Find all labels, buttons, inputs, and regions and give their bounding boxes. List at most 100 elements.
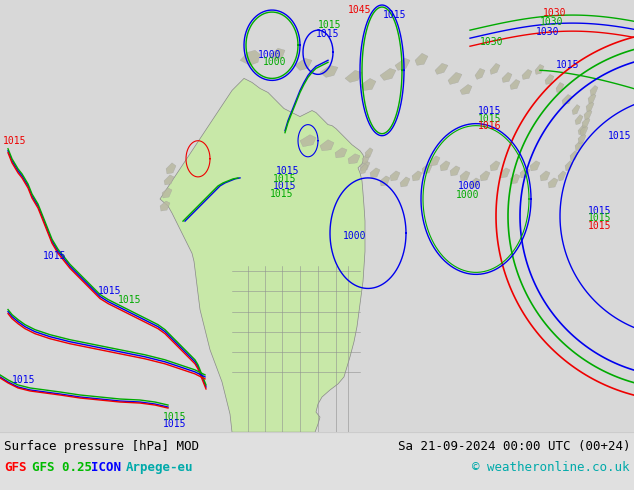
- Polygon shape: [360, 78, 376, 91]
- Polygon shape: [450, 166, 460, 176]
- Polygon shape: [240, 50, 260, 65]
- Polygon shape: [565, 161, 573, 171]
- Polygon shape: [415, 53, 428, 65]
- Polygon shape: [575, 141, 583, 151]
- Text: 1015: 1015: [119, 294, 142, 304]
- Polygon shape: [395, 58, 410, 71]
- Polygon shape: [582, 118, 590, 127]
- Polygon shape: [578, 124, 586, 135]
- Polygon shape: [160, 78, 365, 432]
- Text: 1015: 1015: [163, 412, 187, 422]
- Text: 1015: 1015: [163, 419, 187, 429]
- Text: 1015: 1015: [588, 221, 612, 231]
- Polygon shape: [540, 171, 550, 181]
- Text: 1015: 1015: [276, 166, 300, 176]
- Polygon shape: [295, 58, 312, 71]
- Polygon shape: [166, 163, 176, 174]
- Text: GFS: GFS: [4, 461, 27, 474]
- Polygon shape: [548, 178, 558, 188]
- Text: 1015: 1015: [588, 213, 612, 223]
- Polygon shape: [300, 135, 316, 147]
- Polygon shape: [440, 161, 450, 171]
- Polygon shape: [562, 95, 572, 104]
- Polygon shape: [422, 164, 432, 174]
- Polygon shape: [348, 154, 360, 164]
- Polygon shape: [160, 201, 170, 211]
- Polygon shape: [164, 175, 174, 185]
- Polygon shape: [448, 73, 462, 84]
- Text: 1015: 1015: [270, 189, 294, 199]
- Polygon shape: [435, 63, 448, 74]
- Polygon shape: [530, 161, 540, 171]
- Text: 1000: 1000: [258, 50, 281, 60]
- Text: 1000: 1000: [456, 190, 480, 200]
- Polygon shape: [400, 177, 410, 187]
- Polygon shape: [500, 168, 510, 178]
- Polygon shape: [490, 63, 500, 74]
- Text: ICON: ICON: [91, 461, 122, 474]
- Text: GFS 0.25: GFS 0.25: [32, 461, 91, 474]
- Polygon shape: [475, 68, 485, 79]
- Polygon shape: [572, 104, 580, 115]
- Polygon shape: [520, 168, 530, 178]
- Text: 1015: 1015: [318, 20, 342, 30]
- Polygon shape: [345, 71, 362, 82]
- Text: 1015: 1015: [608, 131, 631, 141]
- Text: 1015: 1015: [588, 206, 612, 216]
- Text: Arpege-eu: Arpege-eu: [126, 461, 193, 474]
- Polygon shape: [588, 94, 596, 103]
- Polygon shape: [335, 148, 347, 158]
- Text: 1030: 1030: [540, 17, 564, 27]
- Polygon shape: [365, 148, 373, 158]
- Polygon shape: [558, 171, 566, 181]
- Polygon shape: [510, 79, 520, 90]
- Polygon shape: [360, 164, 368, 174]
- Polygon shape: [370, 168, 380, 178]
- Polygon shape: [584, 110, 592, 120]
- Polygon shape: [586, 101, 594, 112]
- Polygon shape: [380, 176, 390, 186]
- Polygon shape: [490, 161, 500, 171]
- Polygon shape: [430, 156, 440, 166]
- Polygon shape: [575, 115, 583, 124]
- Text: 1015: 1015: [556, 60, 579, 71]
- Text: 1015: 1015: [3, 136, 27, 146]
- Text: Surface pressure [hPa] MOD: Surface pressure [hPa] MOD: [4, 440, 199, 453]
- Text: © weatheronline.co.uk: © weatheronline.co.uk: [472, 461, 630, 474]
- Polygon shape: [580, 125, 588, 136]
- Text: Sa 21-09-2024 00:00 UTC (00+24): Sa 21-09-2024 00:00 UTC (00+24): [398, 440, 630, 453]
- Text: 1000: 1000: [458, 181, 482, 191]
- Polygon shape: [578, 134, 586, 144]
- Text: 1015: 1015: [383, 10, 407, 20]
- Text: 1015: 1015: [273, 181, 297, 191]
- Polygon shape: [556, 82, 564, 93]
- Polygon shape: [390, 171, 400, 181]
- Polygon shape: [412, 171, 422, 181]
- Polygon shape: [535, 64, 544, 74]
- Text: 1016: 1016: [478, 121, 501, 131]
- Polygon shape: [480, 171, 490, 181]
- Polygon shape: [320, 140, 334, 151]
- Text: 1015: 1015: [98, 287, 122, 296]
- Polygon shape: [470, 178, 480, 188]
- Polygon shape: [380, 68, 396, 80]
- Text: 1015: 1015: [478, 105, 501, 116]
- Polygon shape: [320, 65, 338, 77]
- Text: 1015: 1015: [273, 174, 297, 184]
- Text: 1030: 1030: [543, 8, 567, 18]
- Polygon shape: [590, 85, 598, 96]
- Text: 1045: 1045: [348, 5, 372, 15]
- Polygon shape: [545, 74, 554, 84]
- Polygon shape: [360, 161, 370, 171]
- Text: 1015: 1015: [43, 251, 67, 261]
- Polygon shape: [522, 70, 532, 79]
- Text: 1000: 1000: [263, 57, 287, 67]
- Text: 1030: 1030: [480, 37, 504, 47]
- Polygon shape: [270, 48, 285, 60]
- Text: 1015: 1015: [478, 114, 501, 123]
- Text: 1015: 1015: [12, 375, 36, 385]
- Polygon shape: [362, 154, 370, 164]
- Text: 1000: 1000: [343, 231, 366, 241]
- Text: 1030: 1030: [536, 27, 560, 37]
- Polygon shape: [510, 174, 520, 184]
